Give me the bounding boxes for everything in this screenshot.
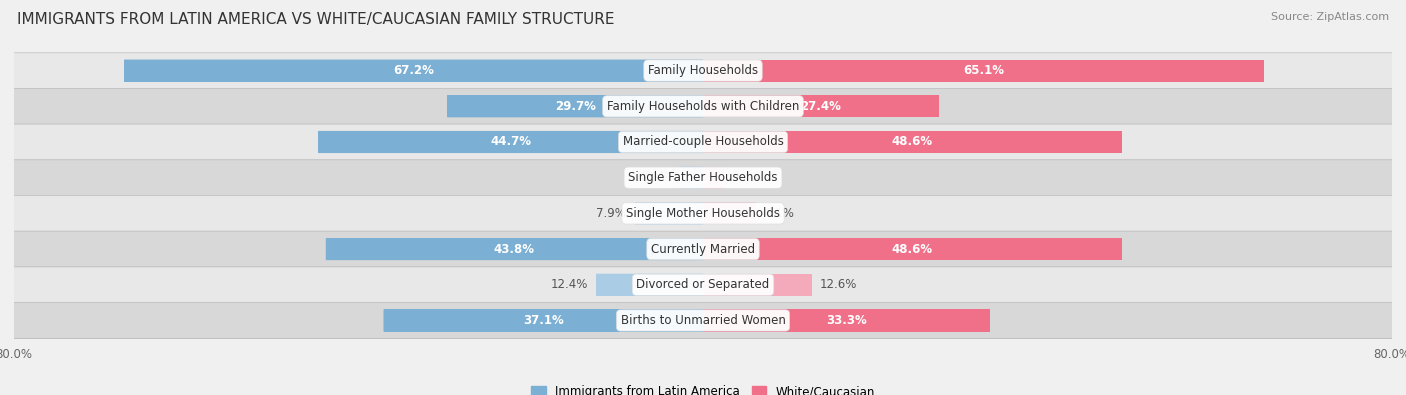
FancyBboxPatch shape [636,202,703,224]
FancyBboxPatch shape [679,167,703,189]
Bar [636,202,703,224]
Text: 27.4%: 27.4% [800,100,841,113]
Text: 65.1%: 65.1% [963,64,1004,77]
Text: 44.7%: 44.7% [491,135,531,149]
Bar [703,238,1122,260]
Bar [703,60,1264,82]
Text: 48.6%: 48.6% [891,243,932,256]
Bar [124,60,703,82]
Bar [703,274,811,296]
Text: Married-couple Households: Married-couple Households [623,135,783,149]
Text: 67.2%: 67.2% [394,64,434,77]
FancyBboxPatch shape [0,196,1406,231]
Legend: Immigrants from Latin America, White/Caucasian: Immigrants from Latin America, White/Cau… [527,380,879,395]
FancyBboxPatch shape [596,274,703,296]
FancyBboxPatch shape [0,160,1406,196]
Text: 12.6%: 12.6% [820,278,858,291]
Bar [703,167,724,189]
Bar [447,95,703,117]
Bar [703,131,1122,153]
Text: 33.3%: 33.3% [825,314,866,327]
Text: Family Households with Children: Family Households with Children [607,100,799,113]
Bar [326,238,703,260]
FancyBboxPatch shape [0,267,1406,303]
Text: Family Households: Family Households [648,64,758,77]
Text: 7.9%: 7.9% [596,207,626,220]
FancyBboxPatch shape [0,231,1406,267]
FancyBboxPatch shape [0,88,1406,124]
FancyBboxPatch shape [318,131,703,153]
Text: 2.4%: 2.4% [733,171,762,184]
Bar [703,202,755,224]
Text: 29.7%: 29.7% [555,100,596,113]
Text: IMMIGRANTS FROM LATIN AMERICA VS WHITE/CAUCASIAN FAMILY STRUCTURE: IMMIGRANTS FROM LATIN AMERICA VS WHITE/C… [17,12,614,27]
FancyBboxPatch shape [326,238,703,260]
FancyBboxPatch shape [0,124,1406,160]
Text: Currently Married: Currently Married [651,243,755,256]
Bar [596,274,703,296]
Bar [384,309,703,331]
Text: 43.8%: 43.8% [494,243,534,256]
Text: Single Father Households: Single Father Households [628,171,778,184]
Text: 2.8%: 2.8% [641,171,671,184]
Bar [703,309,990,331]
Bar [318,131,703,153]
Text: Single Mother Households: Single Mother Households [626,207,780,220]
Bar [679,167,703,189]
Text: 37.1%: 37.1% [523,314,564,327]
Text: Source: ZipAtlas.com: Source: ZipAtlas.com [1271,12,1389,22]
FancyBboxPatch shape [0,53,1406,88]
Text: Births to Unmarried Women: Births to Unmarried Women [620,314,786,327]
FancyBboxPatch shape [447,95,703,117]
Bar [703,95,939,117]
FancyBboxPatch shape [124,60,703,82]
FancyBboxPatch shape [0,303,1406,338]
FancyBboxPatch shape [384,309,703,331]
Text: 48.6%: 48.6% [891,135,932,149]
Text: Divorced or Separated: Divorced or Separated [637,278,769,291]
Text: 6.1%: 6.1% [763,207,794,220]
Text: 12.4%: 12.4% [550,278,588,291]
